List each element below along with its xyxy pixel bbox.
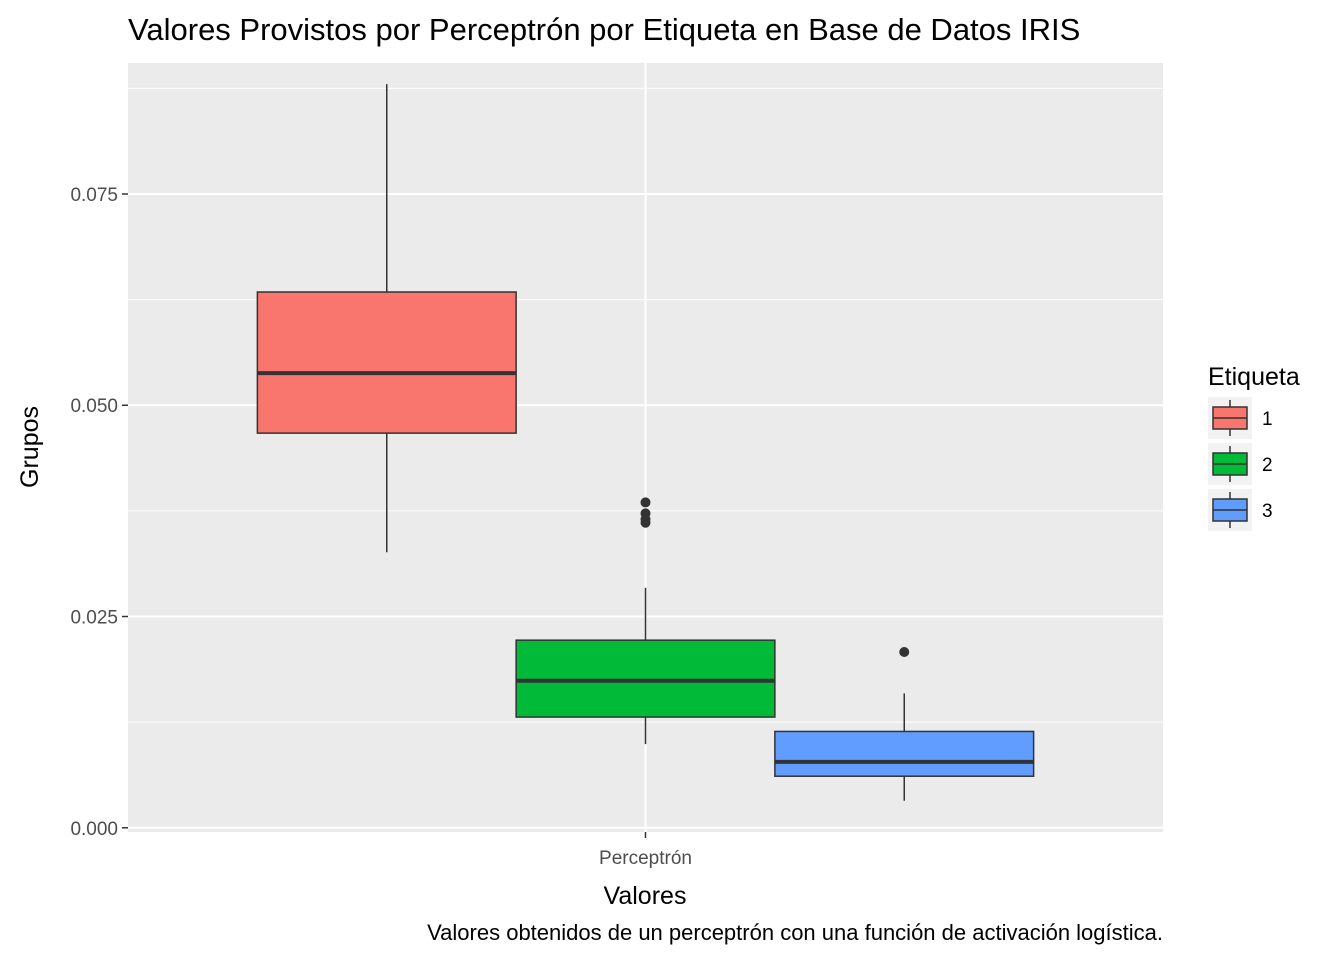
boxes (256, 84, 1035, 801)
box (515, 639, 776, 718)
x-axis-title: Valores (604, 882, 687, 910)
outlier-point (640, 497, 651, 508)
legend-label: 1 (1262, 409, 1273, 430)
legend-item-1: 1 (1208, 397, 1273, 439)
box-series-2 (515, 497, 776, 745)
box-series-1 (256, 84, 517, 553)
chart-title: Valores Provistos por Perceptrón por Eti… (128, 12, 1080, 47)
y-tick-label: 0.050 (70, 396, 118, 417)
legend-label: 2 (1262, 455, 1273, 476)
x-tick-label: Perceptrón (599, 848, 692, 869)
box (774, 730, 1035, 777)
x-axis: Perceptrón (599, 832, 692, 869)
y-axis-title: Grupos (16, 406, 44, 488)
legend-item-2: 2 (1208, 443, 1273, 485)
outlier-point (640, 508, 651, 519)
y-axis: 0.000 0.025 0.050 0.075 (70, 185, 128, 840)
box-series-3 (774, 647, 1035, 801)
y-tick-label: 0.025 (70, 608, 118, 629)
y-tick-label: 0.000 (70, 819, 118, 840)
legend: Etiqueta 1 2 3 (1208, 363, 1300, 531)
y-tick-label: 0.075 (70, 185, 118, 206)
chart-caption: Valores obtenidos de un perceptrón con u… (427, 920, 1163, 945)
outlier-point (899, 647, 910, 658)
legend-title: Etiqueta (1208, 363, 1300, 391)
box (256, 291, 517, 434)
legend-label: 3 (1262, 501, 1273, 522)
legend-item-3: 3 (1208, 489, 1273, 531)
